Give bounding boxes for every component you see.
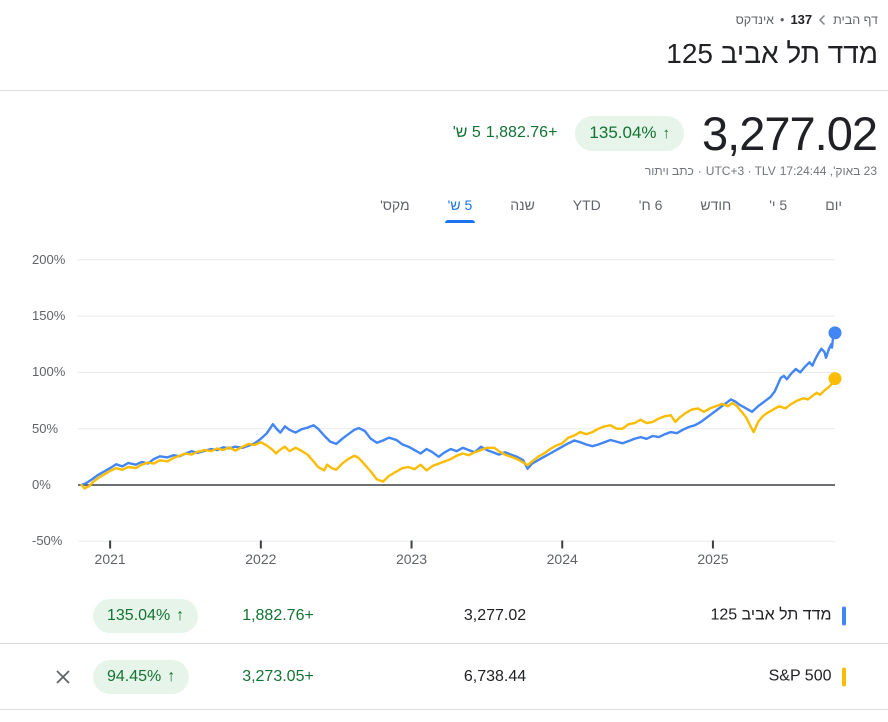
time-range-tabs: יום 5 י' חודש 6 ח' YTD שנה 5 ש' מקס'	[380, 197, 842, 223]
series-end-dot	[828, 326, 842, 340]
series-change-percent-badge: ↑ 135.04%	[93, 598, 199, 633]
y-axis-label: 150%	[32, 308, 66, 324]
breadcrumb-separator: •	[780, 12, 785, 27]
legend-name-cell: S&P 500	[769, 667, 846, 686]
current-price: 3,277.02	[702, 106, 878, 160]
breadcrumb-symbol: 137	[790, 12, 813, 27]
series-price: 3,277.02	[463, 606, 527, 624]
x-axis-label: 2021	[94, 551, 126, 567]
tab-1y[interactable]: שנה	[510, 197, 535, 213]
change-absolute: +1,882.76 5 ש'	[453, 124, 558, 142]
series-change-percent: 94.45%	[107, 667, 162, 685]
tab-1m[interactable]: חודש	[700, 197, 732, 213]
x-axis-label: 2022	[245, 551, 277, 567]
arrow-up-icon: ↑	[167, 667, 176, 685]
series-line	[80, 377, 837, 490]
y-axis-label: -50%	[32, 533, 63, 549]
meta-dot-separator: ·	[697, 164, 702, 178]
x-axis-label: 2025	[697, 551, 729, 567]
breadcrumb-home-link[interactable]: דף הבית	[833, 12, 878, 27]
series-change: +3,273.05	[225, 668, 331, 686]
series-line	[80, 331, 837, 487]
remove-comparison-button[interactable]	[50, 664, 76, 690]
change-percent-badge: ↑ 135.04%	[575, 115, 685, 151]
arrow-up-icon: ↑	[176, 606, 185, 624]
series-color-marker	[841, 667, 846, 686]
series-change-percent: 135.04%	[107, 606, 171, 624]
series-color-marker	[841, 606, 846, 625]
quote-datetime: 23 באוק', 17:24:44	[779, 164, 877, 178]
change-absolute-value: +1,882.76	[485, 124, 558, 141]
disclaimer-link[interactable]: כתב ויתור	[644, 164, 694, 178]
green-pill: ↑ 135.04%	[93, 598, 199, 633]
y-axis-label: 200%	[32, 251, 66, 267]
breadcrumb-type: אינדקס	[735, 12, 775, 27]
quote-meta: 23 באוק', 17:24:44 UTC+3 · TLV · כתב וית…	[645, 164, 877, 178]
tab-1d[interactable]: יום	[825, 197, 842, 213]
quote-timezone-exchange: UTC+3 · TLV	[705, 164, 776, 178]
tab-5y[interactable]: 5 ש'	[444, 197, 475, 223]
breadcrumb: דף הבית 137 • אינדקס	[736, 12, 878, 27]
tab-6m[interactable]: 6 ח'	[638, 197, 663, 213]
legend-row-sp500: S&P 500 6,738.44 +3,273.05 ↑ 94.45%	[0, 644, 888, 710]
header-divider	[0, 90, 888, 91]
change-period-label: 5 ש'	[452, 124, 481, 141]
legend-row-ta125: מדד תל אביב 125 3,277.02 +1,882.76 ↑ 135…	[0, 588, 888, 644]
series-end-dot	[828, 372, 842, 386]
tab-5d[interactable]: 5 י'	[769, 197, 788, 213]
x-axis-label: 2024	[546, 551, 578, 567]
legend-name-cell: מדד תל אביב 125	[710, 606, 846, 625]
series-change: +1,882.76	[225, 607, 331, 625]
chart-plot-area[interactable]	[0, 245, 888, 580]
green-pill: ↑ 94.45%	[93, 659, 190, 694]
series-change-value: +3,273.05	[242, 667, 314, 685]
change-percent-value: 135.04%	[589, 123, 657, 142]
series-name: S&P 500	[768, 667, 832, 685]
close-icon	[56, 669, 70, 684]
series-name: מדד תל אביב 125	[710, 606, 832, 624]
chevron-left-icon	[819, 14, 826, 25]
tab-ytd[interactable]: YTD	[572, 197, 601, 213]
y-axis-label: 0%	[32, 477, 51, 492]
quote-row: 3,277.02 ↑ 135.04% +1,882.76 5 ש'	[453, 104, 878, 162]
comparison-legend: מדד תל אביב 125 3,277.02 +1,882.76 ↑ 135…	[0, 588, 888, 710]
series-change-value: +1,882.76	[242, 606, 314, 624]
tab-max[interactable]: מקס'	[380, 197, 410, 213]
series-price: 6,738.44	[463, 667, 527, 685]
arrow-up-icon: ↑	[662, 124, 671, 142]
x-axis-label: 2023	[395, 551, 428, 567]
page-title: מדד תל אביב 125	[666, 38, 878, 69]
y-axis-label: 100%	[32, 364, 66, 380]
series-change-percent-badge: ↑ 94.45%	[93, 659, 190, 694]
y-axis-label: 50%	[32, 420, 59, 436]
price-chart[interactable]: 200% 150% 100% 50% 0% -50% 2021 2022 2023 2024 202…	[0, 245, 888, 580]
